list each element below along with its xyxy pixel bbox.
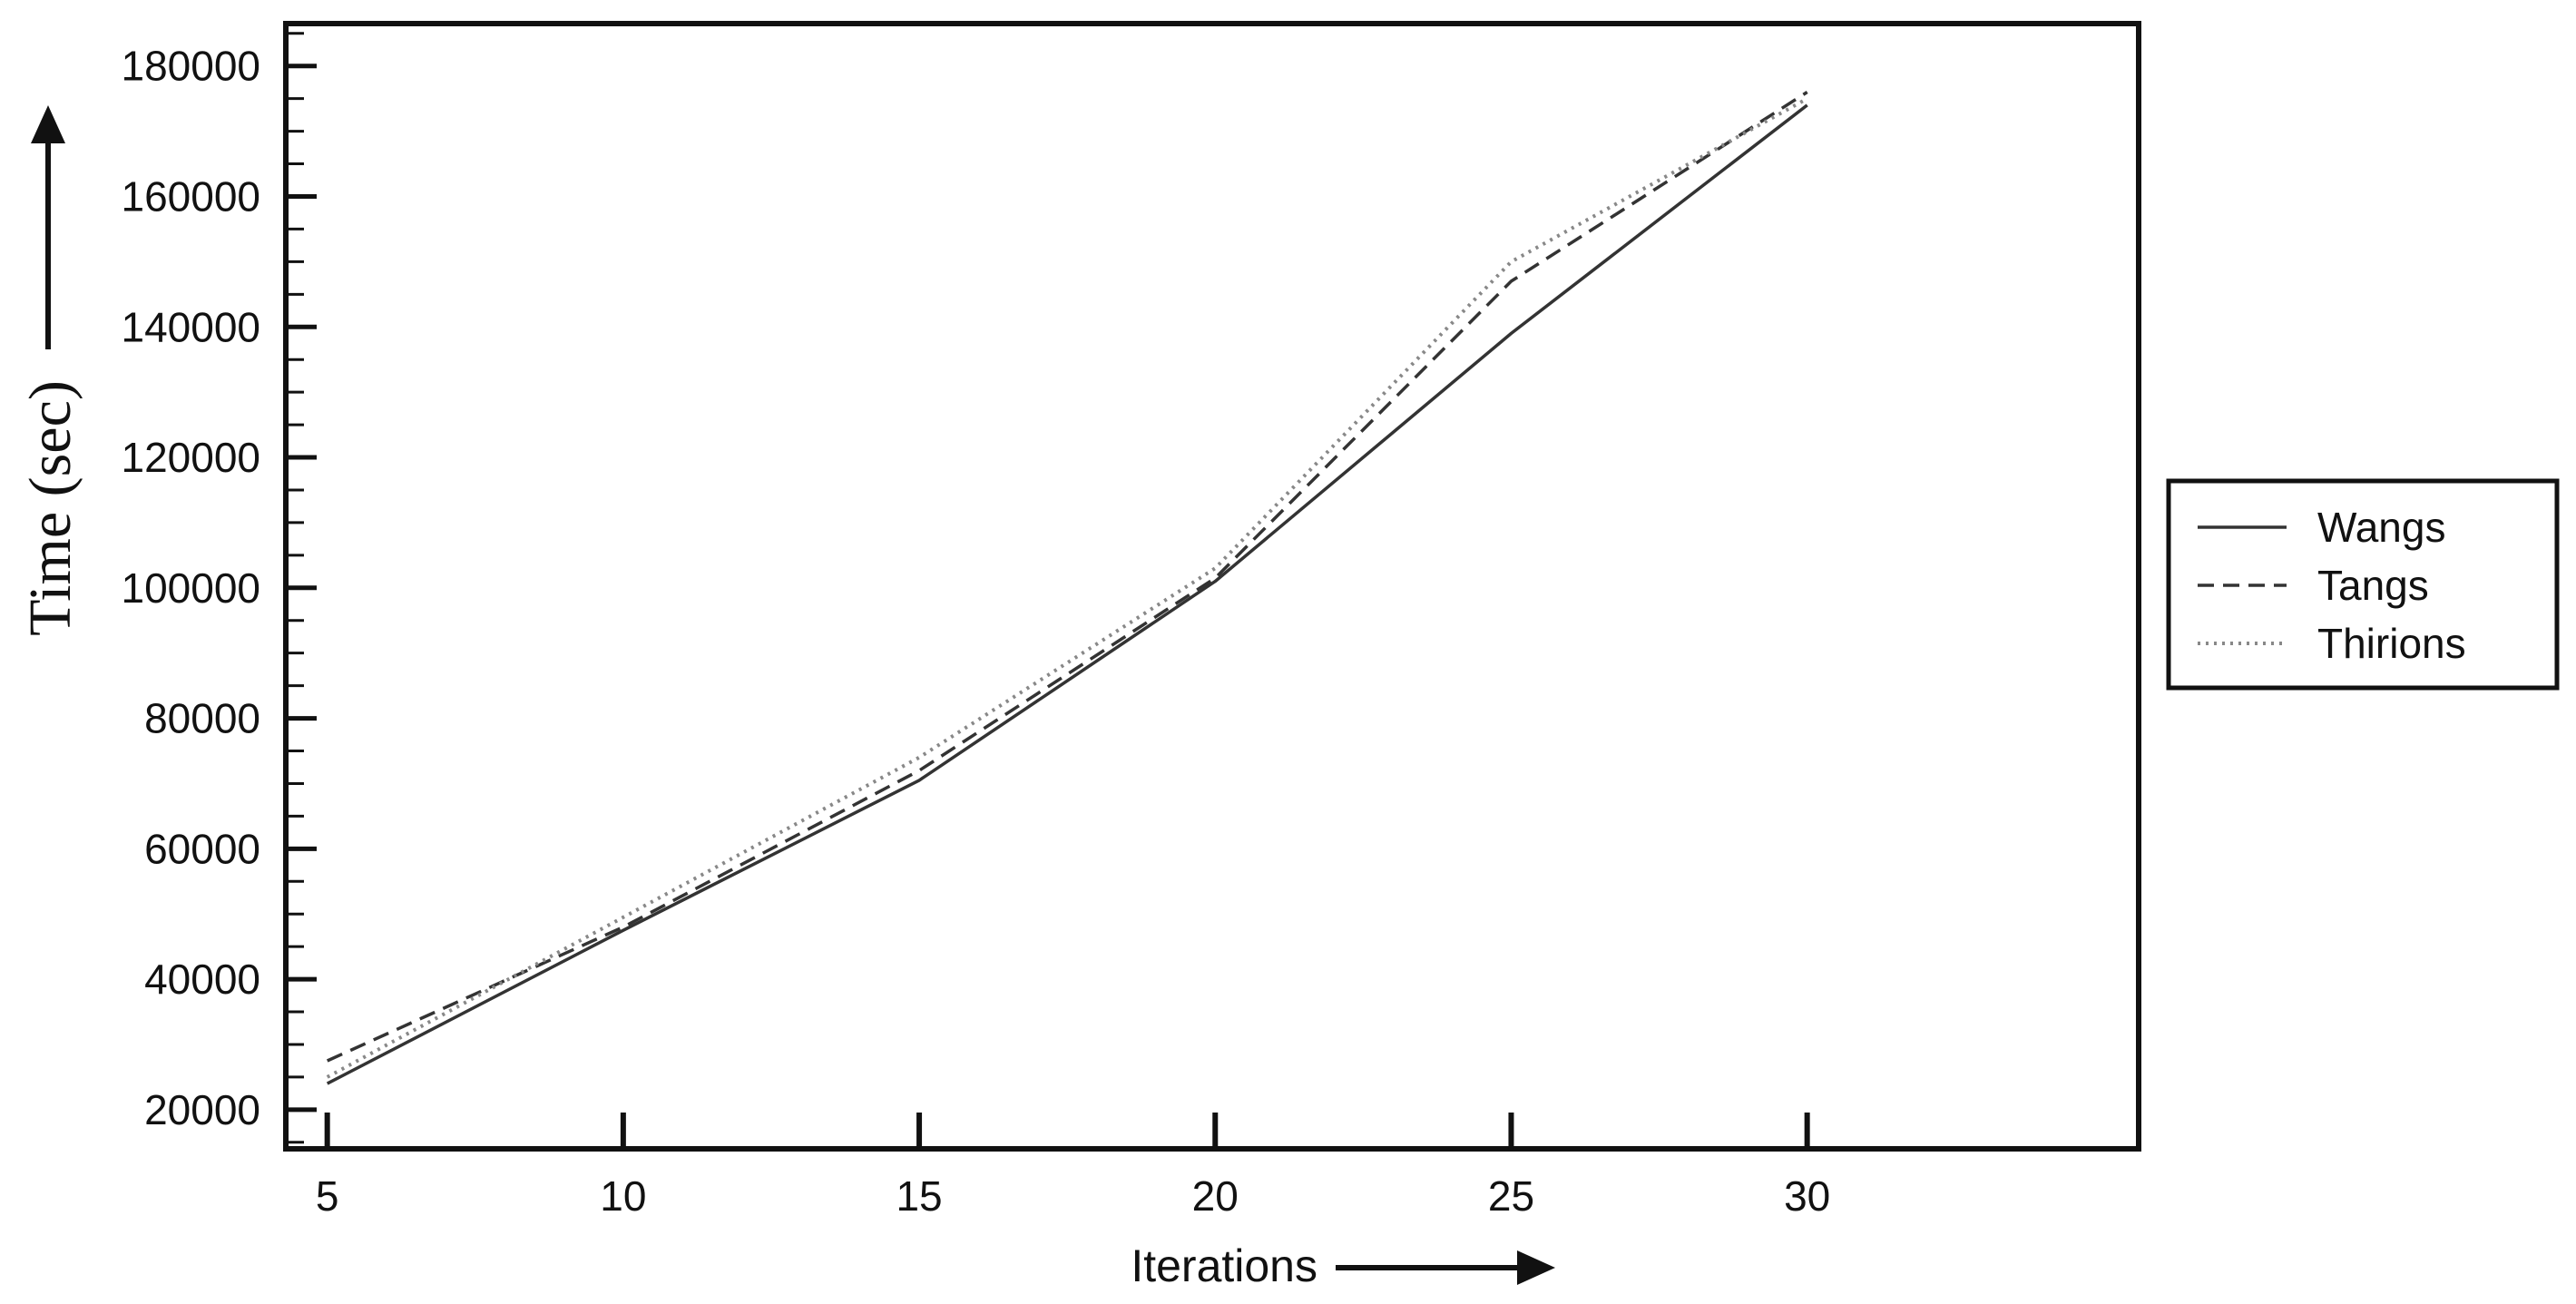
x-tick-label: 20 [1192, 1172, 1239, 1220]
x-tick-label: 10 [600, 1172, 646, 1220]
y-tick-label: 40000 [144, 956, 260, 1003]
y-axis-arrow [31, 105, 65, 349]
series-line-thirions [326, 96, 1808, 1079]
x-tick-label: 30 [1784, 1172, 1830, 1220]
y-tick-label: 180000 [122, 43, 261, 90]
x-axis: 5 10 15 20 25 30 [316, 1113, 1830, 1220]
legend-label-tangs: Tangs [2317, 562, 2429, 609]
y-axis-title: Time (sec) [17, 380, 83, 636]
x-tick-label: 5 [316, 1172, 339, 1220]
y-tick-label: 140000 [122, 303, 261, 350]
y-tick-label: 160000 [122, 172, 261, 220]
y-tick-label: 120000 [122, 434, 261, 481]
series-line-tangs [326, 91, 1808, 1063]
y-tick-label: 20000 [144, 1086, 260, 1133]
legend-label-thirions: Thirions [2317, 620, 2466, 667]
series-lines [326, 91, 1808, 1085]
x-axis-arrow [1336, 1250, 1555, 1285]
y-tick-label: 80000 [144, 695, 260, 742]
series-line-wangs [326, 103, 1808, 1085]
y-axis: 20000 40000 60000 80000 100000 120000 140000 16… [122, 32, 317, 1144]
x-tick-label: 25 [1488, 1172, 1534, 1220]
y-tick-label: 60000 [144, 825, 260, 872]
y-tick-label: 100000 [122, 564, 261, 612]
x-tick-label: 15 [896, 1172, 942, 1220]
legend: Wangs Tangs Thirions [2166, 478, 2560, 691]
x-axis-title: Iterations [1131, 1240, 1317, 1291]
legend-label-wangs: Wangs [2317, 504, 2445, 551]
plot-frame [283, 21, 2141, 1152]
